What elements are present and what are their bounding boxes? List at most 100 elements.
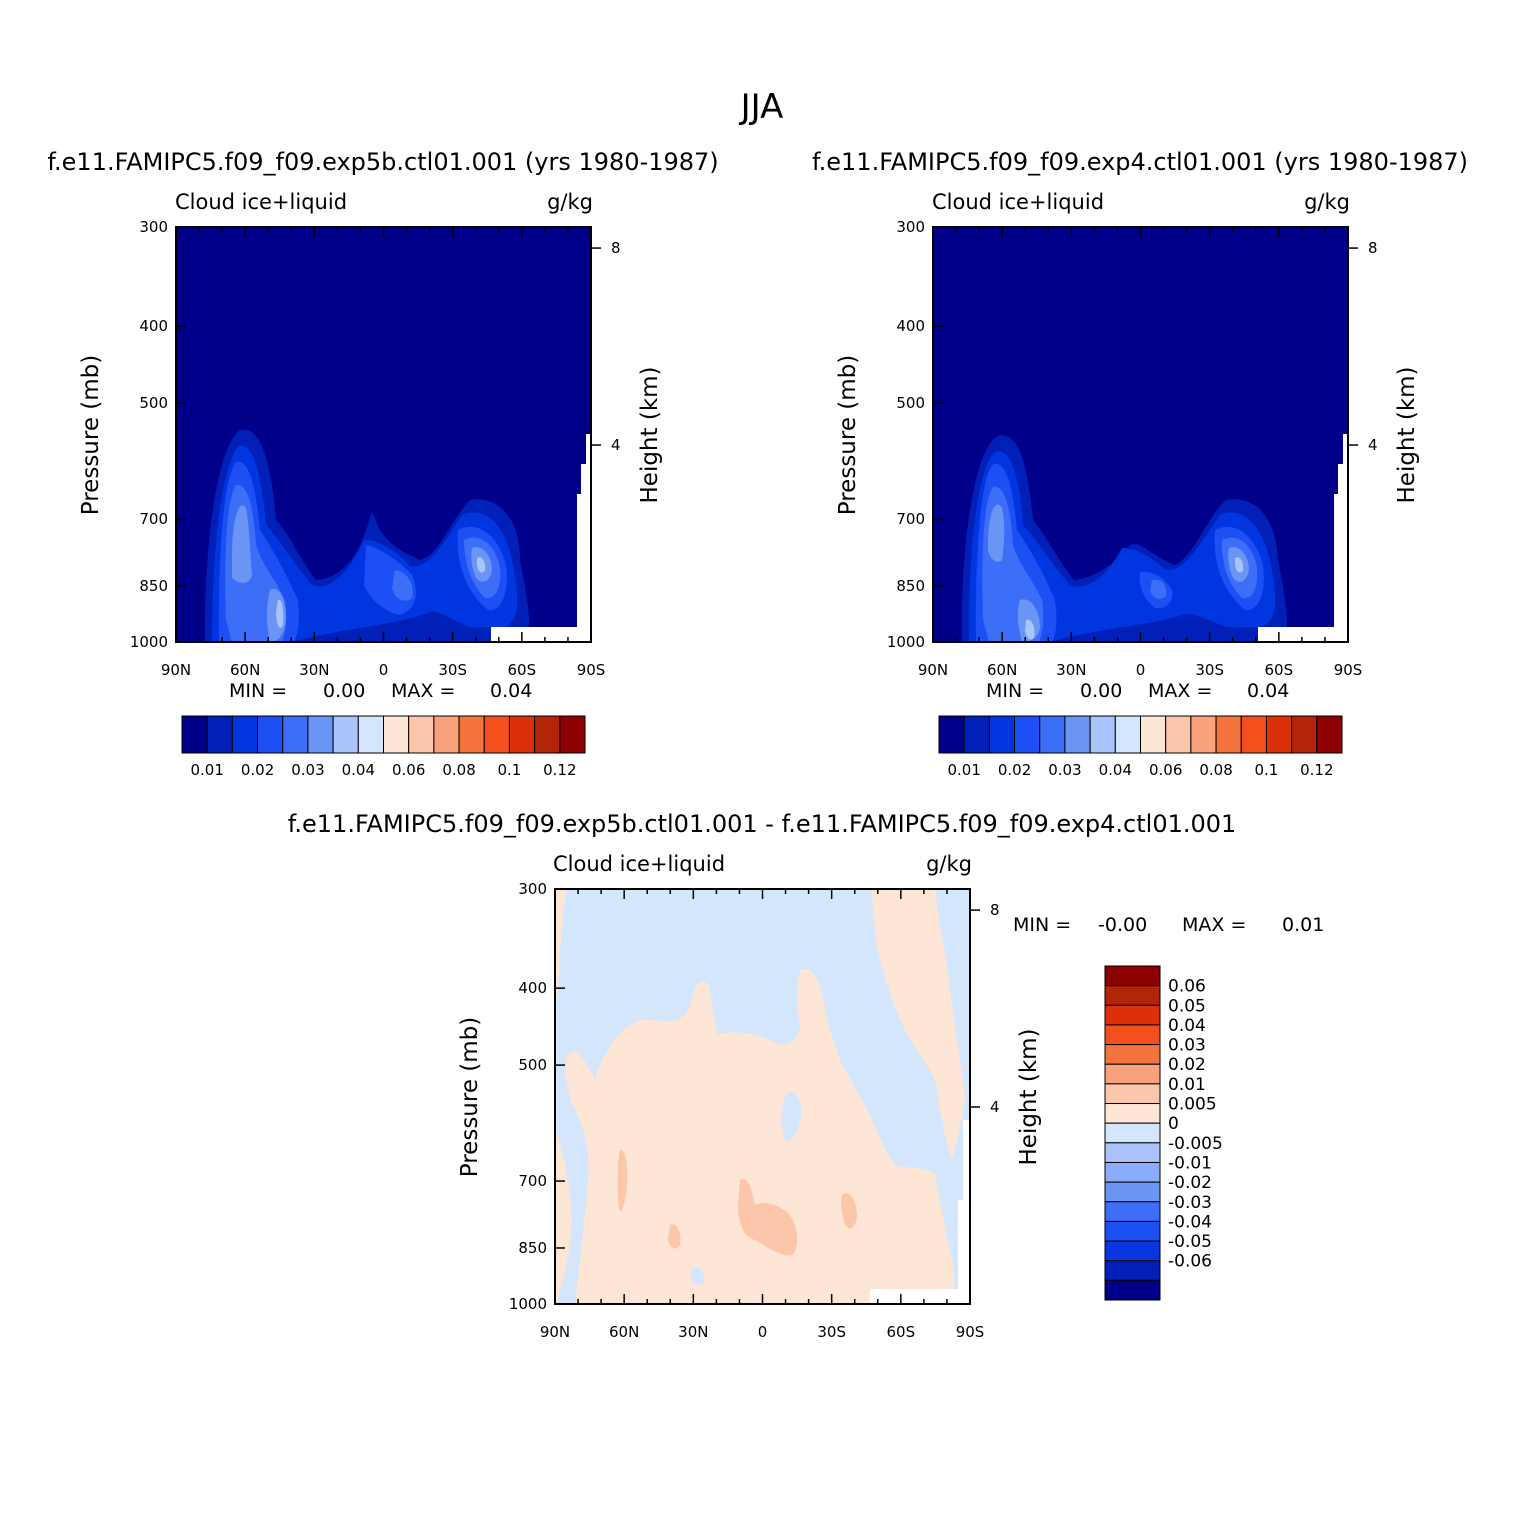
colorbar-swatch bbox=[357, 715, 384, 754]
colorbar-swatch bbox=[1240, 715, 1267, 754]
colorbar-swatch bbox=[1104, 1122, 1161, 1144]
y-tick-label: 700 bbox=[518, 1172, 547, 1190]
colorbar-swatch bbox=[1291, 715, 1318, 754]
colorbar-swatch bbox=[1104, 1024, 1161, 1046]
panel-exp4-max-label: MAX = bbox=[1148, 680, 1212, 702]
colorbar-label: 0.1 bbox=[498, 761, 522, 779]
contour-0.04 bbox=[392, 570, 413, 601]
colorbar-label: -0.01 bbox=[1168, 1153, 1212, 1173]
colorbar-swatch bbox=[1104, 1044, 1161, 1065]
x-tick-label: 60S bbox=[508, 661, 537, 679]
x-tick-label: 30S bbox=[1195, 661, 1224, 679]
colorbar-label: 0.06 bbox=[392, 761, 425, 779]
missing-data-mask bbox=[870, 1289, 970, 1304]
height-tick-label: 8 bbox=[611, 239, 621, 257]
y-tick-label: 850 bbox=[896, 577, 925, 595]
y-tick-label: 500 bbox=[896, 394, 925, 412]
colorbar-swatch bbox=[458, 715, 485, 754]
colorbar-label: 0.05 bbox=[1168, 996, 1206, 1016]
contour-0.01 bbox=[841, 1192, 857, 1229]
x-tick-label: 90N bbox=[540, 1323, 570, 1341]
panel-exp4-colorbar: 0.01 0.02 0.03 0.04 0.06 0.08 0.1 0.12 bbox=[938, 715, 1343, 779]
colorbar-label: 0.04 bbox=[342, 761, 375, 779]
panel-exp5b-left-axis-label: Pressure (mb) bbox=[78, 355, 104, 515]
panel-exp4-max-value: 0.04 bbox=[1247, 680, 1289, 702]
colorbar-swatch bbox=[307, 715, 334, 754]
colorbar-label: -0.04 bbox=[1168, 1212, 1212, 1232]
colorbar-swatch bbox=[534, 715, 561, 754]
panel-difference-max-value: 0.01 bbox=[1282, 914, 1324, 936]
contour-0.08 bbox=[1235, 557, 1244, 573]
colorbar-swatch bbox=[1104, 1240, 1161, 1262]
colorbar-swatch bbox=[332, 715, 359, 754]
height-tick-label: 8 bbox=[1368, 239, 1378, 257]
x-tick-label: 30S bbox=[438, 661, 467, 679]
y-tick-label: 850 bbox=[139, 577, 168, 595]
colorbar-swatch bbox=[483, 715, 510, 754]
x-tick-label: 60S bbox=[1265, 661, 1294, 679]
colorbar-swatch bbox=[1104, 1063, 1161, 1085]
colorbar-label: -0.005 bbox=[1168, 1134, 1223, 1154]
x-tick-label: 90S bbox=[1334, 661, 1363, 679]
panel-exp5b-units: g/kg bbox=[547, 190, 593, 214]
colorbar-swatch bbox=[1104, 1142, 1161, 1163]
panel-exp5b-max-label: MAX = bbox=[391, 680, 455, 702]
x-tick-label: 0 bbox=[379, 661, 389, 679]
x-tick-label: 30N bbox=[1056, 661, 1086, 679]
colorbar-swatch bbox=[1316, 715, 1343, 754]
panel-difference-min-value: -0.00 bbox=[1098, 914, 1147, 936]
missing-data-mask bbox=[491, 434, 591, 642]
contour-0.08 bbox=[276, 599, 284, 628]
colorbar-label: 0.04 bbox=[1099, 761, 1132, 779]
y-tick-label: 1000 bbox=[130, 633, 168, 651]
colorbar-label: 0.02 bbox=[998, 761, 1031, 779]
contour-0 bbox=[691, 1266, 705, 1285]
y-tick-label: 700 bbox=[896, 510, 925, 528]
contour-0.005 bbox=[555, 1130, 572, 1304]
panel-difference-left-axis-label: Pressure (mb) bbox=[457, 1017, 483, 1177]
panel-exp5b-colorbar: 0.01 0.02 0.03 0.04 0.06 0.08 0.1 0.12 bbox=[181, 715, 586, 779]
colorbar-swatch bbox=[963, 715, 990, 754]
contour-0.06 bbox=[232, 505, 252, 583]
contour-0.01 bbox=[668, 1224, 681, 1249]
colorbar-swatch bbox=[1104, 1279, 1161, 1301]
panel-exp4-field bbox=[933, 227, 1348, 642]
colorbar-swatch bbox=[1215, 715, 1242, 754]
colorbar-label: 0.005 bbox=[1168, 1095, 1217, 1115]
colorbar-swatch bbox=[383, 715, 410, 754]
y-tick-label: 400 bbox=[139, 317, 168, 335]
panel-difference-variable: Cloud ice+liquid bbox=[553, 852, 725, 876]
x-tick-label: 90N bbox=[161, 661, 191, 679]
x-tick-label: 60N bbox=[230, 661, 260, 679]
panel-exp5b-axes: 90N 60N 30N 0 30S 60S 90S 300 400 500 700 850 1000 8 4 bbox=[130, 218, 621, 679]
contour-0.04 bbox=[1150, 579, 1167, 599]
colorbar-swatch bbox=[1104, 1004, 1161, 1026]
contour-0.06 bbox=[988, 504, 1005, 562]
colorbar-swatch bbox=[1104, 1201, 1161, 1222]
colorbar-swatch bbox=[1014, 715, 1041, 754]
panel-exp4-left-axis-label: Pressure (mb) bbox=[835, 355, 861, 515]
y-tick-label: 500 bbox=[518, 1056, 547, 1074]
contour-0.005 bbox=[555, 889, 566, 1020]
colorbar-swatch bbox=[433, 715, 460, 754]
y-tick-label: 1000 bbox=[887, 633, 925, 651]
panel-exp4-case-title: f.e11.FAMIPC5.f09_f09.exp4.ctl01.001 (yr… bbox=[812, 148, 1468, 176]
x-tick-label: 60S bbox=[887, 1323, 916, 1341]
contour-0.08 bbox=[477, 557, 486, 573]
colorbar-label: 0 bbox=[1168, 1114, 1179, 1134]
panel-difference-min-label: MIN = bbox=[1013, 914, 1071, 936]
colorbar-swatch bbox=[988, 715, 1016, 754]
colorbar-swatch bbox=[1104, 1220, 1161, 1242]
colorbar-swatch bbox=[1190, 715, 1217, 754]
contour-0.005 bbox=[872, 889, 965, 1160]
colorbar-label: 0.12 bbox=[1300, 761, 1333, 779]
colorbar-label: 0.03 bbox=[291, 761, 324, 779]
panel-difference: f.e11.FAMIPC5.f09_f09.exp5b.ctl01.001 - … bbox=[288, 810, 1325, 1341]
colorbar-label: -0.05 bbox=[1168, 1232, 1212, 1252]
missing-data-mask bbox=[1258, 434, 1348, 642]
panel-exp4-right-axis-label: Height (km) bbox=[1394, 366, 1420, 503]
colorbar-label: 0.03 bbox=[1048, 761, 1081, 779]
contour-0.08 bbox=[1025, 619, 1035, 640]
colorbar-swatch bbox=[1104, 985, 1161, 1006]
colorbar-swatch bbox=[938, 715, 965, 754]
